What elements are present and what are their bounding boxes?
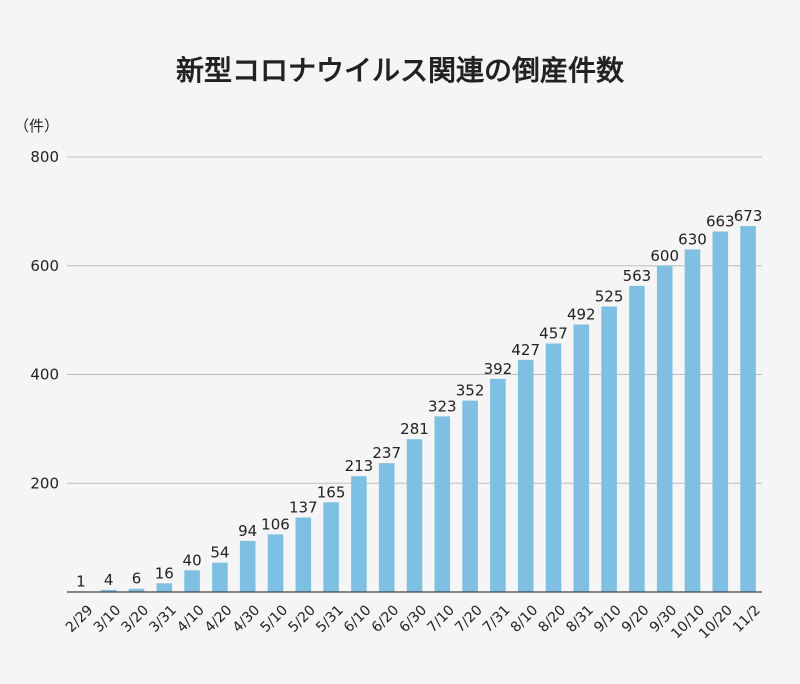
data-label: 457 [539,325,568,343]
data-label: 1 [76,572,86,590]
bar [545,343,562,592]
data-label: 600 [650,247,679,265]
y-tick-label: 600 [30,257,59,275]
data-label: 673 [734,207,763,225]
data-label: 94 [238,522,257,540]
x-tick-label: 2/29 [63,602,97,636]
data-label: 663 [706,212,735,230]
bar [434,416,451,592]
data-label: 106 [261,515,290,533]
data-label: 392 [484,360,513,378]
x-tick-label: 3/20 [119,602,153,636]
x-tick-label: 6/20 [369,602,403,636]
data-label: 165 [317,483,346,501]
data-label: 352 [456,382,485,400]
x-tick-label: 9/10 [591,602,625,636]
bar [267,534,284,592]
x-tick-label: 3/31 [146,602,180,636]
bar [517,359,534,592]
data-label: 16 [155,564,174,582]
x-tick-label: 9/20 [619,602,653,636]
y-axis-unit-label: （件） [14,117,59,135]
data-label: 6 [132,570,142,588]
y-axis-ticks: 200 400 600 800 [30,148,59,492]
bar [629,285,645,592]
data-label: 323 [428,397,457,415]
x-axis-ticks: 2/293/103/203/314/104/204/305/105/205/31… [63,602,764,642]
x-tick-label: 8/10 [508,602,542,636]
data-label: 281 [400,420,429,438]
bar [212,562,228,592]
bar [712,231,729,592]
bar [656,265,673,592]
data-label: 4 [104,571,114,589]
bar [295,517,312,592]
x-tick-label: 7/10 [424,602,458,636]
y-tick-label: 800 [30,148,59,166]
x-tick-label: 3/10 [91,602,125,636]
x-tick-label: 11/2 [730,602,764,636]
data-label: 137 [289,499,318,517]
bar [156,583,173,592]
bars [73,226,756,592]
bar [490,378,506,592]
y-tick-label: 200 [30,474,59,492]
x-tick-label: 5/31 [313,602,347,636]
x-tick-label: 6/30 [397,602,431,636]
x-tick-label: 8/20 [536,602,570,636]
bar [184,570,200,592]
x-tick-label: 4/10 [174,602,208,636]
data-label: 54 [210,544,229,562]
bar [406,439,423,592]
y-tick-label: 400 [30,366,59,384]
bar [239,540,256,592]
x-tick-label: 5/10 [258,602,292,636]
bar [351,476,367,592]
x-tick-label: 7/20 [452,602,486,636]
data-label: 630 [678,230,707,248]
data-label: 563 [623,267,652,285]
x-tick-label: 4/20 [202,602,236,636]
x-tick-label: 5/20 [285,602,319,636]
x-tick-label: 4/30 [230,602,264,636]
data-label: 237 [372,444,401,462]
data-label: 213 [345,457,374,475]
x-tick-label: 7/31 [480,602,514,636]
bar [378,463,395,592]
bar [128,588,145,592]
x-tick-label: 6/10 [341,602,375,636]
bar [740,226,756,592]
data-label: 40 [183,551,202,569]
chart-title: 新型コロナウイルス関連の倒産件数 [176,54,625,87]
data-label: 525 [595,288,624,306]
bar [573,324,590,592]
bar [100,589,117,592]
bar [462,400,478,592]
bar [601,306,617,592]
x-tick-label: 8/31 [563,602,597,636]
bar [323,502,339,592]
data-label: 427 [511,341,540,359]
bar [684,249,701,592]
data-label: 492 [567,305,596,323]
